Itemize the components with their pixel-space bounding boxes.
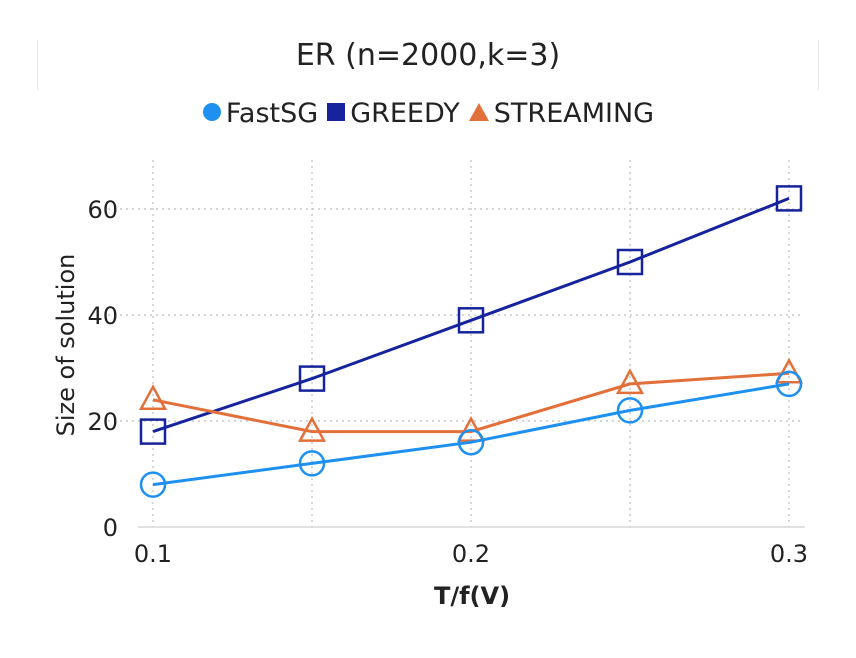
data-point-streaming	[138, 384, 168, 411]
legend-label-greedy: GREEDY	[350, 98, 460, 129]
legend-label-fastsg: FastSG	[225, 98, 319, 129]
x-tick-label: 0.3	[770, 540, 808, 568]
data-point-greedy	[775, 185, 803, 212]
data-point-fastsg	[616, 397, 644, 424]
chart-title: ER (n=2000,k=3)	[295, 38, 561, 73]
legend-marker-square-icon	[326, 98, 346, 129]
legend-item-greedy: GREEDY	[326, 98, 460, 129]
legend-label-streaming: STREAMING	[493, 98, 655, 129]
series-layer	[138, 185, 804, 498]
data-point-streaming	[615, 368, 645, 395]
data-point-fastsg	[139, 471, 167, 498]
x-tick-label: 0.1	[134, 540, 172, 568]
grid-layer	[108, 160, 800, 527]
data-point-fastsg	[775, 370, 803, 398]
legend: FastSG GREEDY STREAMING	[0, 98, 856, 129]
axis-layer: 0 20 40 60 0.1 0.2 0.3	[87, 196, 808, 568]
data-point-greedy	[139, 418, 167, 445]
legend-item-fastsg: FastSG	[202, 98, 318, 129]
y-tick-label: 40	[87, 302, 118, 330]
y-tick-label: 0	[103, 514, 118, 542]
y-tick-label: 20	[87, 408, 118, 436]
y-axis-title: Size of solution	[52, 254, 80, 437]
frame-edge-right	[818, 40, 819, 90]
data-point-streaming	[456, 415, 486, 442]
data-point-greedy	[616, 248, 644, 276]
legend-item-streaming: STREAMING	[468, 98, 654, 129]
y-tick-label: 60	[87, 196, 118, 224]
data-point-fastsg	[298, 450, 326, 477]
data-point-fastsg	[457, 428, 485, 456]
x-axis-title: T/f(V)	[434, 582, 510, 610]
legend-marker-circle-icon	[202, 98, 222, 129]
data-point-streaming	[297, 415, 327, 442]
series-line-fastsg	[152, 382, 790, 487]
frame-edge-left	[37, 40, 38, 90]
legend-marker-triangle-icon	[468, 98, 490, 129]
data-point-streaming	[774, 357, 804, 384]
data-point-greedy	[457, 307, 485, 334]
x-tick-label: 0.2	[452, 540, 490, 568]
series-line-streaming	[152, 371, 790, 434]
series-line-greedy	[152, 197, 790, 434]
data-point-greedy	[298, 365, 326, 392]
